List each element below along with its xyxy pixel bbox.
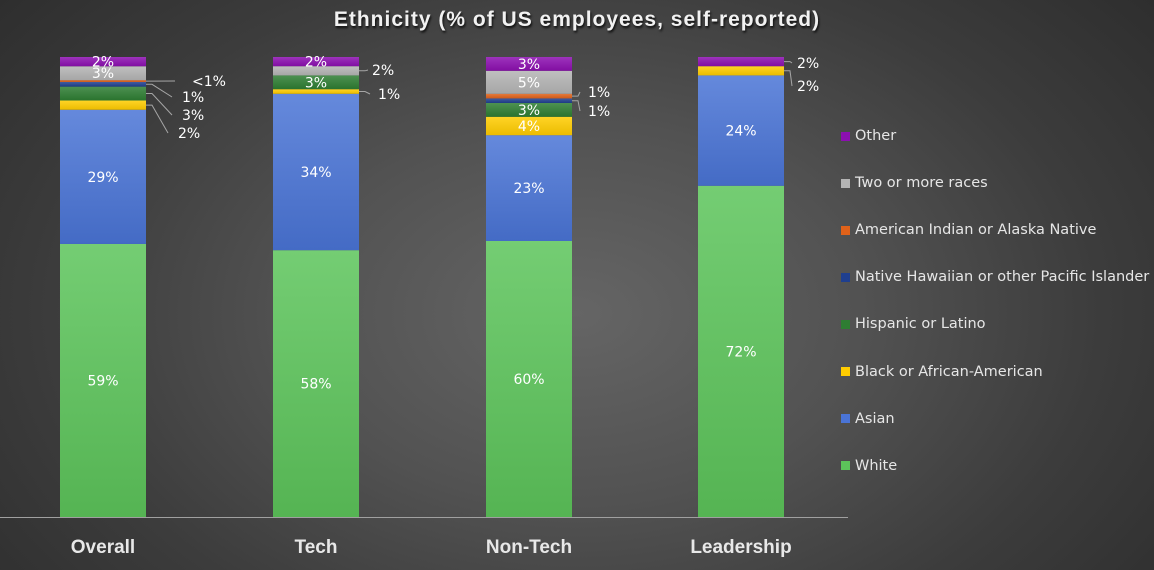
legend-item-black-or-african-american: Black or African-American: [841, 364, 1043, 380]
legend-item-other: Other: [841, 128, 896, 144]
x-tick-label-leadership: Leadership: [690, 537, 791, 558]
bar-segment-overall-white: [60, 243, 146, 517]
legend-label: White: [855, 457, 898, 474]
data-label-overall-black-or-african-american: 2%: [178, 126, 200, 142]
bar-segment-overall-two-or-more-races: [60, 66, 146, 81]
x-tick-label-overall: Overall: [71, 537, 135, 558]
bar-segment-leadership-black-or-african-american: [698, 66, 784, 76]
legend-label: American Indian or Alaska Native: [855, 222, 1097, 239]
data-label-overall-asian: 29%: [87, 170, 118, 186]
legend-label: Hispanic or Latino: [855, 316, 986, 333]
leader-line-tech-black-or-african-american: [359, 91, 371, 95]
x-tick-label-tech: Tech: [295, 537, 338, 558]
data-label-non-tech-black-or-african-american: 4%: [518, 119, 540, 135]
legend-swatch-icon: [841, 414, 850, 424]
data-label-overall-white: 59%: [87, 373, 118, 389]
legend-swatch-icon: [841, 367, 850, 376]
data-label-tech-two-or-more-races: 2%: [372, 63, 394, 79]
legend-swatch-icon: [841, 319, 850, 329]
bar-segment-non-tech-two-or-more-races: [486, 70, 572, 94]
legend-swatch-icon: [841, 178, 850, 188]
legend-swatch-icon: [841, 225, 850, 235]
bar-segment-tech-asian: [273, 93, 359, 251]
legend-item-white: White: [841, 458, 897, 474]
data-label-leadership-other: 2%: [797, 56, 819, 72]
data-label-non-tech-native-hawaiian-or-other-pacific-islander: 1%: [588, 104, 610, 120]
bar-segment-non-tech-asian: [486, 135, 572, 241]
leader-line-tech-two-or-more-races: [359, 69, 369, 72]
data-label-non-tech-two-or-more-races: 5%: [518, 75, 540, 91]
bar-segment-overall-black-or-african-american: [60, 100, 146, 110]
bar-segment-overall-native-hawaiian-or-other-pacific-islander: [60, 81, 146, 87]
data-label-tech-hispanic-or-latino: 3%: [305, 75, 327, 91]
bars-layer: [60, 57, 784, 518]
labels-layer: 59%29%2%3%1%<1%3%2%58%34%1%3%2%2%60%23%4…: [87, 55, 819, 393]
leader-line-leadership-black-or-african-american: [784, 70, 793, 87]
data-label-leadership-asian: 24%: [725, 124, 756, 140]
leader-line-non-tech-native-hawaiian-or-other-pacific-islander: [572, 100, 581, 112]
legend-label: Two or more races: [855, 175, 988, 192]
legend-label: Other: [855, 128, 897, 144]
bar-segment-leadership-other: [698, 57, 784, 67]
bar-segment-leadership-asian: [698, 75, 784, 186]
bar-segment-overall-asian: [60, 109, 146, 244]
bar-segment-tech-white: [273, 250, 359, 517]
data-label-overall-two-or-more-races: 3%: [92, 66, 114, 82]
legend-item-asian: Asian: [841, 411, 895, 427]
legend-item-native-hawaiian-or-other-pacific-islander: Native Hawaiian or other Pacific Islande…: [841, 269, 1149, 285]
bar-segment-overall-hispanic-or-latino: [60, 86, 146, 101]
data-label-leadership-white: 72%: [725, 344, 756, 360]
legend-label: Black or African-American: [855, 363, 1043, 380]
data-label-overall-american-indian-or-alaska-native: <1%: [192, 74, 226, 90]
data-label-tech-black-or-african-american: 1%: [378, 87, 400, 103]
bar-segment-overall-american-indian-or-alaska-native: [60, 80, 146, 82]
data-label-overall-native-hawaiian-or-other-pacific-islander: 1%: [182, 90, 204, 106]
legend-label: Native Hawaiian or other Pacific Islande…: [855, 269, 1150, 286]
data-label-non-tech-other: 3%: [518, 57, 540, 73]
legend-item-hispanic-or-latino: Hispanic or Latino: [841, 316, 986, 332]
legend-swatch-icon: [841, 461, 850, 471]
leader-line-overall-hispanic-or-latino: [146, 93, 173, 116]
bar-segment-non-tech-hispanic-or-latino: [486, 103, 572, 117]
data-label-non-tech-asian: 23%: [513, 181, 544, 197]
data-label-tech-asian: 34%: [300, 165, 331, 181]
bar-segment-non-tech-american-indian-or-alaska-native: [486, 93, 572, 99]
legend-swatch-icon: [841, 272, 850, 282]
bar-segment-non-tech-black-or-african-american: [486, 116, 572, 136]
leader-line-overall-native-hawaiian-or-other-pacific-islander: [146, 83, 173, 98]
leader-line-non-tech-american-indian-or-alaska-native: [572, 91, 581, 97]
data-label-non-tech-hispanic-or-latino: 3%: [518, 103, 540, 119]
category-labels: Overall Tech Non-Tech Leadership: [71, 537, 792, 558]
bar-segment-tech-black-or-african-american: [273, 89, 359, 94]
data-label-non-tech-white: 60%: [513, 372, 544, 388]
bar-segment-overall-other: [60, 57, 146, 67]
data-label-tech-white: 58%: [300, 377, 331, 393]
bar-segment-tech-other: [273, 57, 359, 67]
bar-segment-tech-hispanic-or-latino: [273, 75, 359, 90]
x-tick-label-non-tech: Non-Tech: [486, 537, 572, 558]
legend-item-american-indian-or-alaska-native: American Indian or Alaska Native: [841, 222, 1096, 238]
bar-segment-non-tech-other: [486, 57, 572, 71]
data-label-overall-hispanic-or-latino: 3%: [182, 108, 204, 124]
leader-line-overall-black-or-african-american: [146, 104, 169, 134]
data-label-leadership-black-or-african-american: 2%: [797, 79, 819, 95]
bar-segment-tech-two-or-more-races: [273, 66, 359, 76]
leader-line-leadership-other: [784, 61, 793, 64]
bar-segment-non-tech-white: [486, 241, 572, 517]
data-label-tech-other: 2%: [305, 55, 327, 71]
chart-title: Ethnicity (% of US employees, self-repor…: [333, 8, 821, 31]
data-label-overall-other: 2%: [92, 55, 114, 71]
data-label-non-tech-american-indian-or-alaska-native: 1%: [588, 85, 610, 101]
legend-item-two-or-more-races: Two or more races: [841, 175, 988, 191]
legend-swatch-icon: [841, 131, 850, 141]
bar-segment-leadership-white: [698, 185, 784, 518]
legend-label: Asian: [855, 410, 895, 427]
bar-segment-non-tech-native-hawaiian-or-other-pacific-islander: [486, 98, 572, 103]
